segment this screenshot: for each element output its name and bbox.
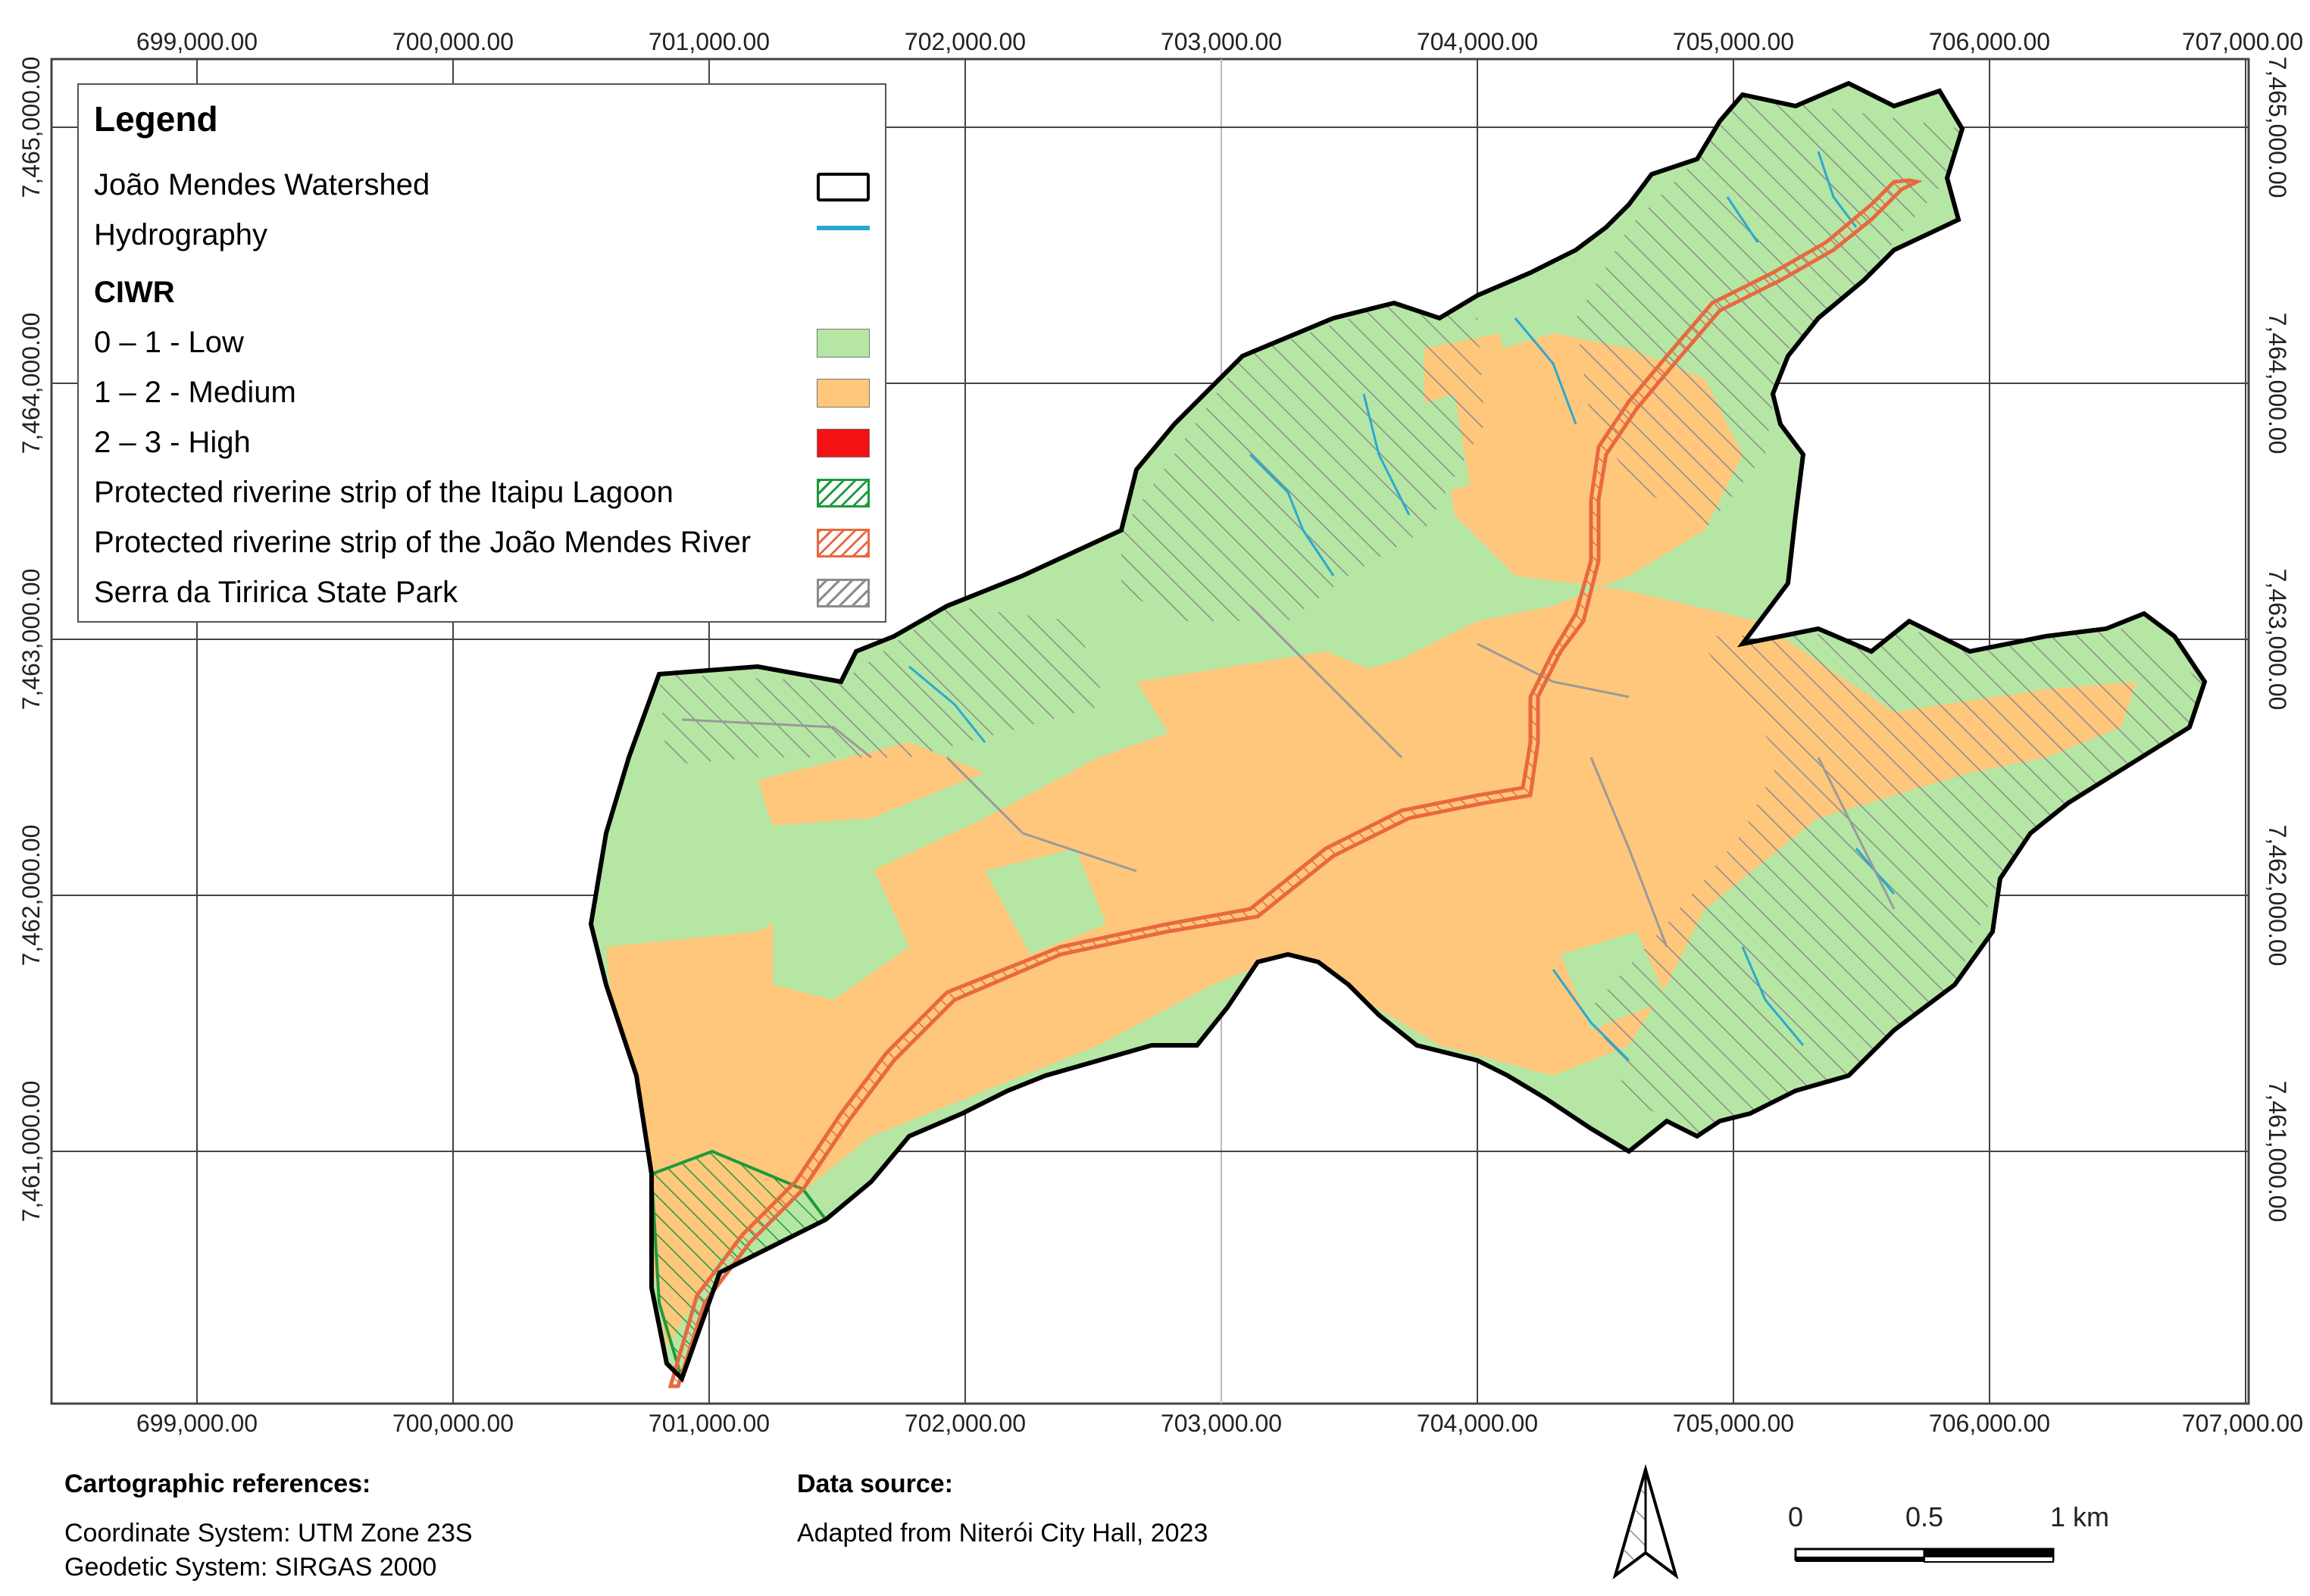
- hydrography-lines: [908, 151, 1896, 1062]
- y-tick-label: 7,461,000.00: [17, 1081, 45, 1223]
- x-tick-label: 699,000.00: [136, 28, 258, 55]
- x-tick-labels-bottom: 699,000.00 700,000.00 701,000.00 702,000.00…: [136, 1410, 2303, 1437]
- legend-section-ciwr: CIWR: [94, 276, 175, 309]
- high-swatch-icon: [817, 429, 870, 458]
- y-tick-label: 7,465,000.00: [17, 57, 45, 198]
- north-arrow-icon: [1612, 1463, 1679, 1580]
- geodetic-system-text: Geodetic System: SIRGAS 2000: [64, 1553, 437, 1582]
- y-tick-label: 7,462,000.00: [2264, 825, 2291, 967]
- y-tick-label: 7,463,000.00: [17, 569, 45, 711]
- x-tick-label: 702,000.00: [905, 1410, 1026, 1437]
- park-area-west: [1121, 303, 1485, 621]
- legend-item-park: Serra da Tiririca State Park: [94, 576, 458, 609]
- x-tick-label: 702,000.00: [905, 28, 1026, 55]
- y-tick-labels-left: 7,465,000.00 7,464,000.00 7,463,000.00 7,46…: [17, 57, 45, 1223]
- x-tick-label: 703,000.00: [1161, 1410, 1282, 1437]
- hydrography-symbol-icon: [817, 226, 870, 230]
- y-tick-label: 7,464,000.00: [2264, 313, 2291, 454]
- parcel-lines: [681, 604, 1896, 948]
- medium-swatch-icon: [817, 379, 870, 408]
- x-tick-label: 701,000.00: [649, 28, 770, 55]
- y-tick-label: 7,463,000.00: [2264, 569, 2291, 711]
- legend-item-itaipu-strip: Protected riverine strip of the Itaipu L…: [94, 476, 674, 509]
- legend-item-watershed: João Mendes Watershed: [94, 168, 430, 201]
- scale-label-half: 0.5: [1905, 1501, 1943, 1532]
- low-swatch-icon: [817, 329, 870, 358]
- x-tick-label: 700,000.00: [392, 1410, 514, 1437]
- x-tick-label: 706,000.00: [1929, 28, 2050, 55]
- x-tick-label: 700,000.00: [392, 28, 514, 55]
- x-tick-label: 701,000.00: [649, 1410, 770, 1437]
- legend-item-hydrography: Hydrography: [94, 218, 268, 251]
- park-symbol-icon: [817, 579, 870, 607]
- x-tick-label: 706,000.00: [1929, 1410, 2050, 1437]
- joao-mendes-strip: [667, 178, 1923, 1388]
- y-tick-labels-right: 7,465,000.00 7,464,000.00 7,463,000.00 7,46…: [2264, 57, 2291, 1223]
- coordinate-system-text: Coordinate System: UTM Zone 23S: [64, 1519, 473, 1548]
- watershed-outline: [588, 80, 2208, 1383]
- legend-panel: Legend João Mendes Watershed Hydrography…: [77, 83, 886, 623]
- legend-item-high: 2 – 3 - High: [94, 426, 251, 459]
- y-tick-label: 7,465,000.00: [2264, 57, 2291, 198]
- ciwr-medium-zone: [606, 333, 2137, 1348]
- y-tick-label: 7,462,000.00: [17, 825, 45, 967]
- data-source-text: Adapted from Niterói City Hall, 2023: [797, 1519, 1208, 1548]
- park-area-east: [1591, 629, 2205, 1136]
- data-source-title: Data source:: [797, 1470, 953, 1498]
- x-tick-label: 704,000.00: [1417, 1410, 1538, 1437]
- joao-mendes-strip-symbol-icon: [817, 529, 870, 558]
- scale-label-1km: 1 km: [2050, 1501, 2109, 1532]
- x-tick-label: 705,000.00: [1673, 28, 1794, 55]
- park-area-north: [1576, 95, 1962, 530]
- itaipu-strip-symbol-icon: [817, 479, 870, 508]
- y-tick-label: 7,464,000.00: [17, 313, 45, 454]
- legend-item-low: 0 – 1 - Low: [94, 326, 244, 359]
- x-tick-label: 707,000.00: [2182, 1410, 2303, 1437]
- x-tick-labels-top: 699,000.00 700,000.00 701,000.00 702,000.00…: [136, 28, 2303, 55]
- x-tick-label: 703,000.00: [1161, 28, 1282, 55]
- y-tick-label: 7,461,000.00: [2264, 1081, 2291, 1223]
- x-tick-label: 704,000.00: [1417, 28, 1538, 55]
- legend-item-joao-mendes-strip: Protected riverine strip of the João Men…: [94, 526, 752, 559]
- scale-label-0: 0: [1788, 1501, 1803, 1532]
- legend-title: Legend: [94, 99, 218, 139]
- scale-bar: [1794, 1548, 2055, 1563]
- x-tick-label: 707,000.00: [2182, 28, 2303, 55]
- watershed-symbol-icon: [817, 173, 870, 201]
- x-tick-label: 699,000.00: [136, 1410, 258, 1437]
- x-tick-label: 705,000.00: [1673, 1410, 1794, 1437]
- cartographic-references-title: Cartographic references:: [64, 1470, 371, 1498]
- legend-item-medium: 1 – 2 - Medium: [94, 376, 296, 409]
- park-area-ridge: [659, 606, 1106, 765]
